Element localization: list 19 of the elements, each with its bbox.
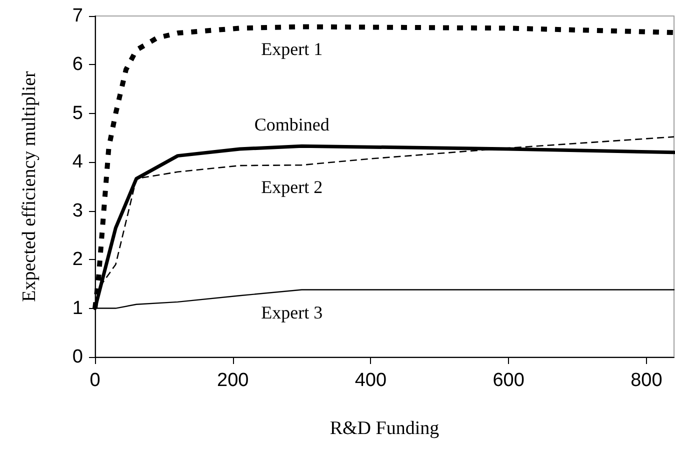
- y-tick-label: 1: [72, 298, 83, 319]
- x-axis-title: R&D Funding: [330, 418, 440, 439]
- y-tick-label: 7: [72, 6, 83, 26]
- series-label: Expert 2: [261, 177, 323, 198]
- y-tick-label: 2: [72, 249, 83, 270]
- y-tick-label: 5: [72, 102, 83, 124]
- series-label: Combined: [254, 114, 330, 135]
- y-tick-label: 0: [72, 346, 83, 368]
- series-label: Expert 3: [261, 302, 323, 323]
- series-label: Expert 1: [261, 38, 323, 59]
- y-tick-label: 4: [72, 152, 84, 173]
- x-tick-label: 800: [630, 370, 662, 391]
- y-tick-label: 6: [72, 54, 83, 76]
- y-axis-title: Expected efficiency multiplier: [19, 70, 40, 302]
- x-tick-label: 200: [217, 370, 249, 391]
- x-tick-label: 0: [90, 370, 100, 391]
- x-tick-label: 600: [492, 370, 524, 391]
- x-tick-label: 400: [354, 370, 387, 391]
- y-tick-label: 3: [72, 200, 83, 222]
